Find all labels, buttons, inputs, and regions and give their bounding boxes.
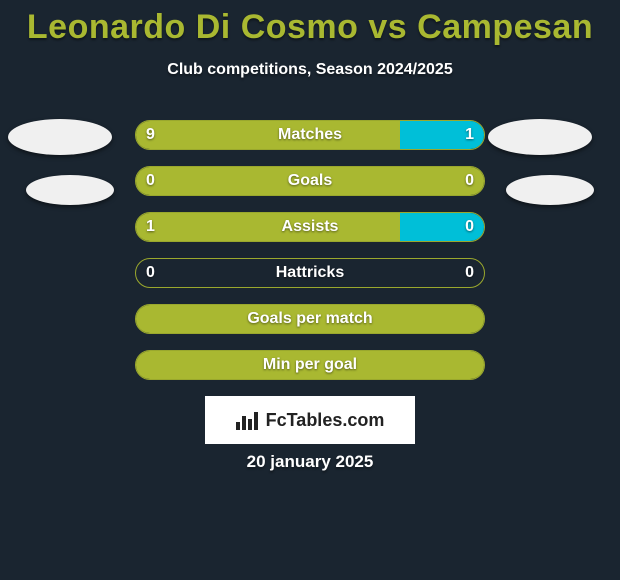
stat-left-value: 1 [146,218,155,236]
stat-right-value: 1 [465,126,474,144]
stat-label: Min per goal [263,356,357,374]
stat-right-value: 0 [465,264,474,282]
stat-label: Goals per match [247,310,372,328]
player-photo [26,175,114,205]
stat-row: 0 0 Goals [135,166,485,196]
stat-label: Hattricks [276,264,344,282]
page-subtitle: Club competitions, Season 2024/2025 [0,61,620,79]
comparison-chart: 9 1 Matches 0 0 Goals 1 0 Assists 0 0 Hattricks Goal… [135,120,485,396]
stat-label: Assists [282,218,339,236]
branding-text: FcTables.com [266,410,385,431]
stat-right-value: 0 [465,218,474,236]
player-photo [488,119,592,155]
stat-left-fill [136,213,400,241]
stat-row: Min per goal [135,350,485,380]
stat-left-value: 9 [146,126,155,144]
stat-left-value: 0 [146,264,155,282]
branding-logo-icon [236,410,260,430]
player-photo [8,119,112,155]
stat-right-value: 0 [465,172,474,190]
stat-row: Goals per match [135,304,485,334]
branding-box: FcTables.com [205,396,415,444]
stat-label: Matches [278,126,342,144]
stat-row: 1 0 Assists [135,212,485,242]
stat-row: 0 0 Hattricks [135,258,485,288]
page-title: Leonardo Di Cosmo vs Campesan [0,0,620,47]
stat-label: Goals [288,172,332,190]
stat-left-fill [136,121,400,149]
player-photo [506,175,594,205]
stat-row: 9 1 Matches [135,120,485,150]
stat-left-value: 0 [146,172,155,190]
snapshot-date: 20 january 2025 [0,452,620,472]
